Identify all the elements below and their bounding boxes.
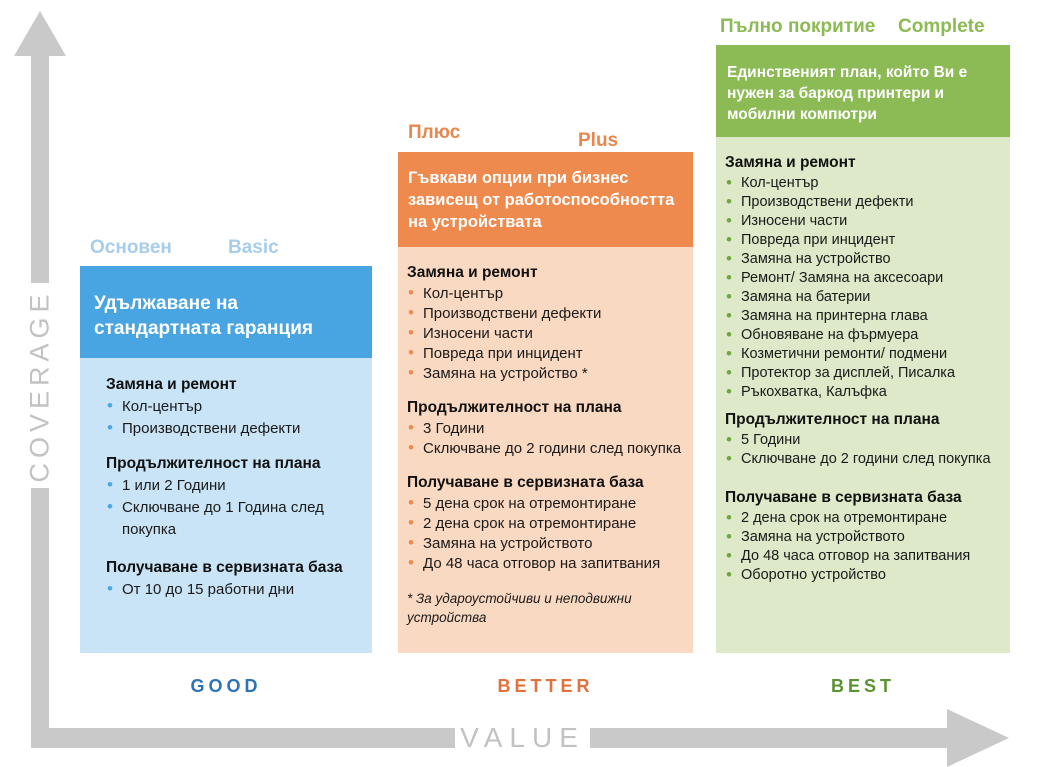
coverage-axis-label: COVERAGE	[24, 289, 55, 483]
feature-list: Кол-центърПроизводствени дефектиИзносени…	[725, 173, 1004, 402]
plan-feature-item: Кол-център	[106, 395, 364, 418]
plan-feature-item: 2 дена срок на отремонтиране	[725, 508, 1004, 528]
feature-list: Кол-центърПроизводствени дефекти	[106, 395, 364, 440]
section-title: Получаване в сервизната база	[106, 559, 343, 576]
coverage-axis-shaft-upper	[31, 55, 49, 283]
plan-feature-item: Сключване до 2 години след покупка	[725, 449, 1004, 469]
feature-section: Получаване в сервизната база 5 дена срок…	[407, 473, 687, 574]
plan-feature-item: До 48 часа отговор на запитвания	[725, 546, 1004, 566]
feature-section: Получаване в сервизната база 2 дена срок…	[725, 488, 1004, 585]
plan-feature-item: Сключване до 2 години след покупка	[407, 438, 687, 459]
plan-name-local: Пълно покритие	[720, 16, 876, 37]
plan-headline: Гъвкави опции при бизнес зависещ от рабо…	[398, 152, 693, 247]
plan-headline-text: Гъвкави опции при бизнес зависещ от рабо…	[408, 169, 675, 231]
plan-feature-item: Протектор за дисплей, Писалка	[725, 363, 1004, 383]
plan-headline: Удължаване на стандартната гаранция	[80, 266, 372, 358]
section-title: Замяна и ремонт	[725, 154, 856, 171]
feature-list: От 10 до 15 работни дни	[106, 578, 364, 601]
plan-feature-item: Сключване до 1 Година след покупка	[106, 496, 364, 541]
plan-headline-text: Единственият план, който Ви е нужен за б…	[727, 64, 968, 123]
value-axis-label: VALUE	[460, 722, 585, 753]
feature-list: 5 ГодиниСключване до 2 години след покуп…	[725, 430, 1004, 469]
plan-feature-item: Износени части	[407, 323, 687, 344]
plan-feature-item: Замяна на устройството	[407, 533, 687, 554]
section-title: Замяна и ремонт	[106, 376, 237, 393]
plan-feature-item: Замяна на принтерна глава	[725, 306, 1004, 326]
feature-section: Замяна и ремонт Кол-центърПроизводствени…	[407, 263, 687, 384]
plan-feature-item: От 10 до 15 работни дни	[106, 578, 364, 601]
up-arrowhead-icon	[14, 11, 66, 56]
section-title: Продължителност на плана	[407, 399, 622, 416]
asterisk-footnote: * За удароустойчиви и неподвижни устройс…	[407, 591, 632, 625]
feature-section: Получаване в сервизната база От 10 до 15…	[106, 558, 364, 601]
plan-feature-item: Замяна на устройство	[725, 249, 1004, 269]
feature-section: Замяна и ремонт Кол-центърПроизводствени…	[725, 153, 1004, 402]
section-title: Продължителност на плана	[725, 411, 940, 428]
plan-feature-item: Обновяване на фърмуера	[725, 325, 1004, 345]
plan-feature-item: Замяна на устройството	[725, 527, 1004, 547]
value-axis-shaft-right	[590, 728, 947, 748]
plan-features-panel: Замяна и ремонт Кол-центърПроизводствени…	[398, 247, 693, 653]
plan-name-en: Complete	[898, 16, 985, 37]
plan-name-en: Plus	[578, 130, 619, 151]
plan-feature-item: Износени части	[725, 211, 1004, 231]
plan-feature-item: Замяна на устройство *	[407, 363, 687, 384]
plan-feature-item: Производствени дефекти	[106, 417, 364, 440]
tier-label-good: GOOD	[190, 676, 262, 696]
tier-label-better: BETTER	[497, 676, 594, 696]
tier-label-best: BEST	[830, 676, 895, 696]
plan-feature-item: Кол-център	[725, 173, 1004, 193]
feature-list: 1 или 2 ГодиниСключване до 1 Година след…	[106, 474, 364, 541]
plan-feature-item: До 48 часа отговор на запитвания	[407, 553, 687, 574]
plan-feature-item: Ръкохватка, Калъфка	[725, 382, 1004, 402]
feature-section: Продължителност на плана 3 ГодиниСключва…	[407, 398, 687, 459]
plan-feature-item: Оборотно устройство	[725, 565, 1004, 585]
feature-section: Продължителност на плана 1 или 2 ГодиниС…	[106, 454, 364, 541]
plan-feature-item: 5 дена срок на отремонтиране	[407, 493, 687, 514]
section-title: Замяна и ремонт	[407, 264, 538, 281]
plan-feature-item: Повреда при инцидент	[725, 230, 1004, 250]
plan-feature-item: 5 Години	[725, 430, 1004, 450]
plan-feature-item: Козметични ремонти/ подмени	[725, 344, 1004, 364]
plan-feature-item: Производствени дефекти	[407, 303, 687, 324]
plan-feature-item: Замяна на батерии	[725, 287, 1004, 307]
feature-section: Продължителност на плана 5 ГодиниСключва…	[725, 410, 1004, 469]
plan-column-basic: Основен Basic Удължаване на стандартната…	[80, 0, 372, 766]
plan-column-complete: Пълно покритие Complete Единственият пла…	[716, 0, 1010, 766]
feature-list: 3 ГодиниСключване до 2 години след покуп…	[407, 418, 687, 459]
section-title: Продължителност на плана	[106, 455, 321, 472]
plan-feature-item: 3 Години	[407, 418, 687, 439]
plan-name-local: Основен	[90, 237, 172, 258]
feature-list: Кол-центърПроизводствени дефектиИзносени…	[407, 283, 687, 384]
feature-list: 2 дена срок на отремонтиранеЗамяна на ус…	[725, 508, 1004, 585]
plan-feature-item: Кол-център	[407, 283, 687, 304]
plan-name-local: Плюс	[408, 122, 461, 143]
plan-headline: Единственият план, който Ви е нужен за б…	[716, 45, 1010, 137]
plan-headline-text: Удължаване на стандартната гаранция	[94, 293, 313, 339]
plan-features-panel: Замяна и ремонт Кол-центърПроизводствени…	[80, 358, 372, 653]
plan-feature-item: Повреда при инцидент	[407, 343, 687, 364]
section-title: Получаване в сервизната база	[725, 489, 962, 506]
plan-feature-item: 2 дена срок на отремонтиране	[407, 513, 687, 534]
value-axis-shaft-left	[31, 728, 455, 748]
plan-feature-item: Ремонт/ Замяна на аксесоари	[725, 268, 1004, 288]
coverage-axis-shaft-lower	[31, 488, 49, 748]
plan-features-panel: Замяна и ремонт Кол-центърПроизводствени…	[716, 137, 1010, 653]
plan-name-en: Basic	[228, 237, 279, 258]
feature-list: 5 дена срок на отремонтиране2 дена срок …	[407, 493, 687, 574]
plan-feature-item: Производствени дефекти	[725, 192, 1004, 212]
plan-column-plus: Плюс Plus Гъвкави опции при бизнес завис…	[398, 0, 693, 766]
plan-feature-item: 1 или 2 Години	[106, 474, 364, 497]
feature-section: Замяна и ремонт Кол-центърПроизводствени…	[106, 375, 364, 440]
right-arrowhead-icon	[947, 709, 1009, 767]
section-title: Получаване в сервизната база	[407, 474, 644, 491]
